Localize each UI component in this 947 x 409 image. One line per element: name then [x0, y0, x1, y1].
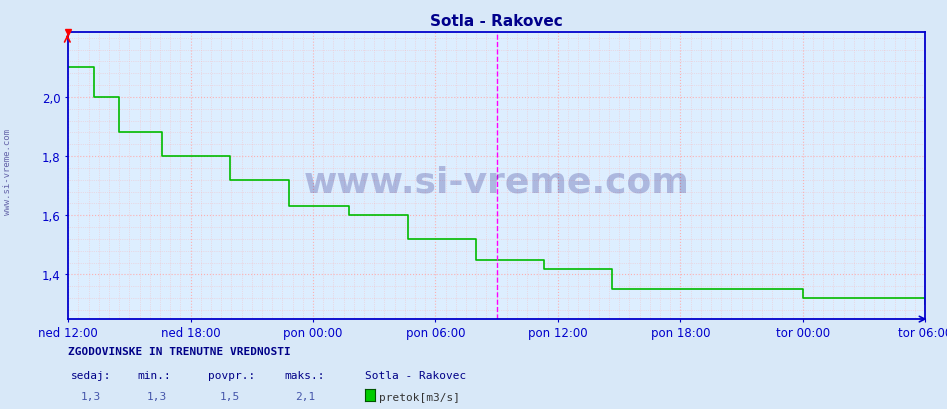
Text: 2,1: 2,1 [295, 391, 315, 401]
Title: Sotla - Rakovec: Sotla - Rakovec [430, 14, 563, 29]
Text: povpr.:: povpr.: [208, 370, 256, 380]
Text: maks.:: maks.: [284, 370, 325, 380]
Text: pretok[m3/s]: pretok[m3/s] [379, 392, 460, 402]
Text: Sotla - Rakovec: Sotla - Rakovec [365, 370, 466, 380]
Text: ZGODOVINSKE IN TRENUTNE VREDNOSTI: ZGODOVINSKE IN TRENUTNE VREDNOSTI [68, 346, 291, 356]
Text: www.si-vreme.com: www.si-vreme.com [304, 165, 689, 198]
Text: 1,3: 1,3 [80, 391, 100, 401]
Text: sedaj:: sedaj: [71, 370, 112, 380]
Text: min.:: min.: [137, 370, 171, 380]
Text: www.si-vreme.com: www.si-vreme.com [3, 129, 12, 215]
Text: 1,3: 1,3 [147, 391, 167, 401]
Text: 1,5: 1,5 [220, 391, 240, 401]
